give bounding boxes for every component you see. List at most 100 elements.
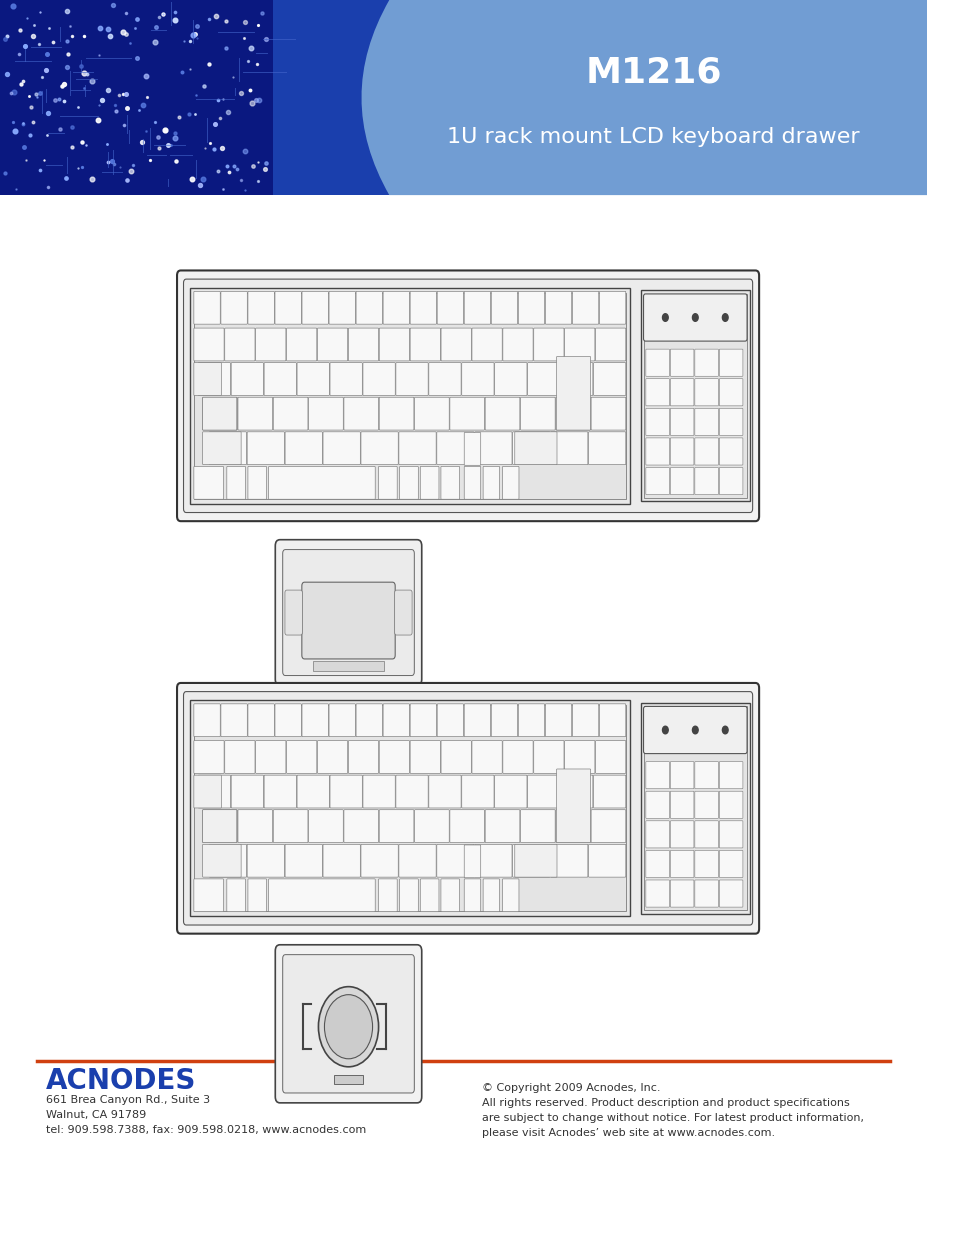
- FancyBboxPatch shape: [464, 704, 490, 736]
- FancyBboxPatch shape: [379, 741, 409, 773]
- FancyBboxPatch shape: [183, 279, 752, 513]
- FancyBboxPatch shape: [719, 409, 742, 436]
- FancyBboxPatch shape: [515, 845, 557, 877]
- FancyBboxPatch shape: [379, 398, 414, 430]
- FancyBboxPatch shape: [428, 776, 460, 808]
- FancyBboxPatch shape: [502, 879, 518, 911]
- FancyBboxPatch shape: [202, 810, 236, 842]
- Text: All rights reserved. Product description and product specifications: All rights reserved. Product description…: [481, 1098, 849, 1108]
- FancyBboxPatch shape: [502, 741, 533, 773]
- FancyBboxPatch shape: [595, 329, 625, 361]
- FancyBboxPatch shape: [317, 329, 347, 361]
- FancyBboxPatch shape: [255, 329, 286, 361]
- FancyBboxPatch shape: [355, 291, 382, 324]
- FancyBboxPatch shape: [588, 845, 625, 877]
- FancyBboxPatch shape: [694, 468, 718, 494]
- FancyBboxPatch shape: [360, 845, 397, 877]
- FancyBboxPatch shape: [694, 438, 718, 466]
- FancyBboxPatch shape: [719, 379, 742, 406]
- FancyBboxPatch shape: [285, 432, 322, 464]
- Bar: [643, 706, 746, 910]
- FancyBboxPatch shape: [296, 363, 329, 395]
- FancyBboxPatch shape: [556, 810, 590, 842]
- Bar: [190, 700, 629, 916]
- FancyBboxPatch shape: [556, 398, 590, 430]
- Text: ACNODES: ACNODES: [47, 1067, 196, 1094]
- FancyBboxPatch shape: [247, 432, 284, 464]
- FancyBboxPatch shape: [643, 294, 746, 341]
- FancyBboxPatch shape: [670, 379, 693, 406]
- FancyBboxPatch shape: [395, 776, 428, 808]
- FancyBboxPatch shape: [248, 467, 266, 499]
- FancyBboxPatch shape: [410, 704, 436, 736]
- FancyBboxPatch shape: [237, 398, 273, 430]
- FancyBboxPatch shape: [308, 810, 343, 842]
- FancyBboxPatch shape: [645, 881, 669, 906]
- FancyBboxPatch shape: [415, 398, 449, 430]
- FancyBboxPatch shape: [464, 467, 480, 499]
- FancyBboxPatch shape: [485, 398, 519, 430]
- FancyBboxPatch shape: [440, 467, 459, 499]
- FancyBboxPatch shape: [450, 810, 484, 842]
- FancyBboxPatch shape: [482, 467, 499, 499]
- FancyBboxPatch shape: [302, 704, 328, 736]
- FancyBboxPatch shape: [491, 291, 517, 324]
- Bar: [193, 705, 625, 911]
- FancyBboxPatch shape: [719, 851, 742, 878]
- FancyBboxPatch shape: [719, 438, 742, 466]
- Circle shape: [721, 314, 727, 321]
- FancyBboxPatch shape: [378, 879, 396, 911]
- FancyBboxPatch shape: [193, 776, 221, 808]
- FancyBboxPatch shape: [436, 432, 474, 464]
- FancyBboxPatch shape: [209, 432, 246, 464]
- FancyBboxPatch shape: [670, 851, 693, 878]
- FancyBboxPatch shape: [420, 879, 438, 911]
- FancyBboxPatch shape: [436, 845, 474, 877]
- FancyBboxPatch shape: [517, 291, 544, 324]
- FancyBboxPatch shape: [645, 438, 669, 466]
- FancyBboxPatch shape: [694, 379, 718, 406]
- FancyBboxPatch shape: [330, 776, 362, 808]
- FancyBboxPatch shape: [273, 810, 308, 842]
- FancyBboxPatch shape: [670, 762, 693, 789]
- FancyBboxPatch shape: [379, 329, 409, 361]
- Circle shape: [692, 314, 698, 321]
- FancyBboxPatch shape: [719, 762, 742, 789]
- Circle shape: [721, 726, 727, 734]
- FancyBboxPatch shape: [645, 762, 669, 789]
- FancyBboxPatch shape: [395, 363, 428, 395]
- Bar: [0, 0, 926, 195]
- FancyBboxPatch shape: [694, 409, 718, 436]
- FancyBboxPatch shape: [248, 879, 266, 911]
- FancyBboxPatch shape: [694, 881, 718, 906]
- FancyBboxPatch shape: [193, 704, 220, 736]
- FancyBboxPatch shape: [593, 776, 625, 808]
- FancyBboxPatch shape: [645, 468, 669, 494]
- FancyBboxPatch shape: [330, 363, 362, 395]
- FancyBboxPatch shape: [343, 398, 378, 430]
- FancyBboxPatch shape: [395, 590, 412, 635]
- FancyBboxPatch shape: [464, 879, 480, 911]
- FancyBboxPatch shape: [285, 845, 322, 877]
- FancyBboxPatch shape: [436, 291, 463, 324]
- FancyBboxPatch shape: [398, 432, 436, 464]
- FancyBboxPatch shape: [399, 467, 417, 499]
- FancyBboxPatch shape: [248, 704, 274, 736]
- FancyBboxPatch shape: [560, 776, 592, 808]
- FancyBboxPatch shape: [410, 741, 440, 773]
- FancyBboxPatch shape: [588, 432, 625, 464]
- Text: tel: 909.598.7388, fax: 909.598.0218, www.acnodes.com: tel: 909.598.7388, fax: 909.598.0218, ww…: [47, 1125, 366, 1135]
- FancyBboxPatch shape: [719, 881, 742, 906]
- FancyBboxPatch shape: [495, 363, 526, 395]
- FancyBboxPatch shape: [436, 704, 463, 736]
- Text: 661 Brea Canyon Rd., Suite 3: 661 Brea Canyon Rd., Suite 3: [47, 1095, 211, 1105]
- FancyBboxPatch shape: [420, 467, 438, 499]
- FancyBboxPatch shape: [527, 363, 559, 395]
- Bar: [314, 661, 383, 672]
- FancyBboxPatch shape: [520, 810, 555, 842]
- FancyBboxPatch shape: [564, 741, 595, 773]
- FancyBboxPatch shape: [670, 409, 693, 436]
- FancyBboxPatch shape: [264, 363, 296, 395]
- FancyBboxPatch shape: [348, 741, 378, 773]
- FancyBboxPatch shape: [464, 432, 480, 466]
